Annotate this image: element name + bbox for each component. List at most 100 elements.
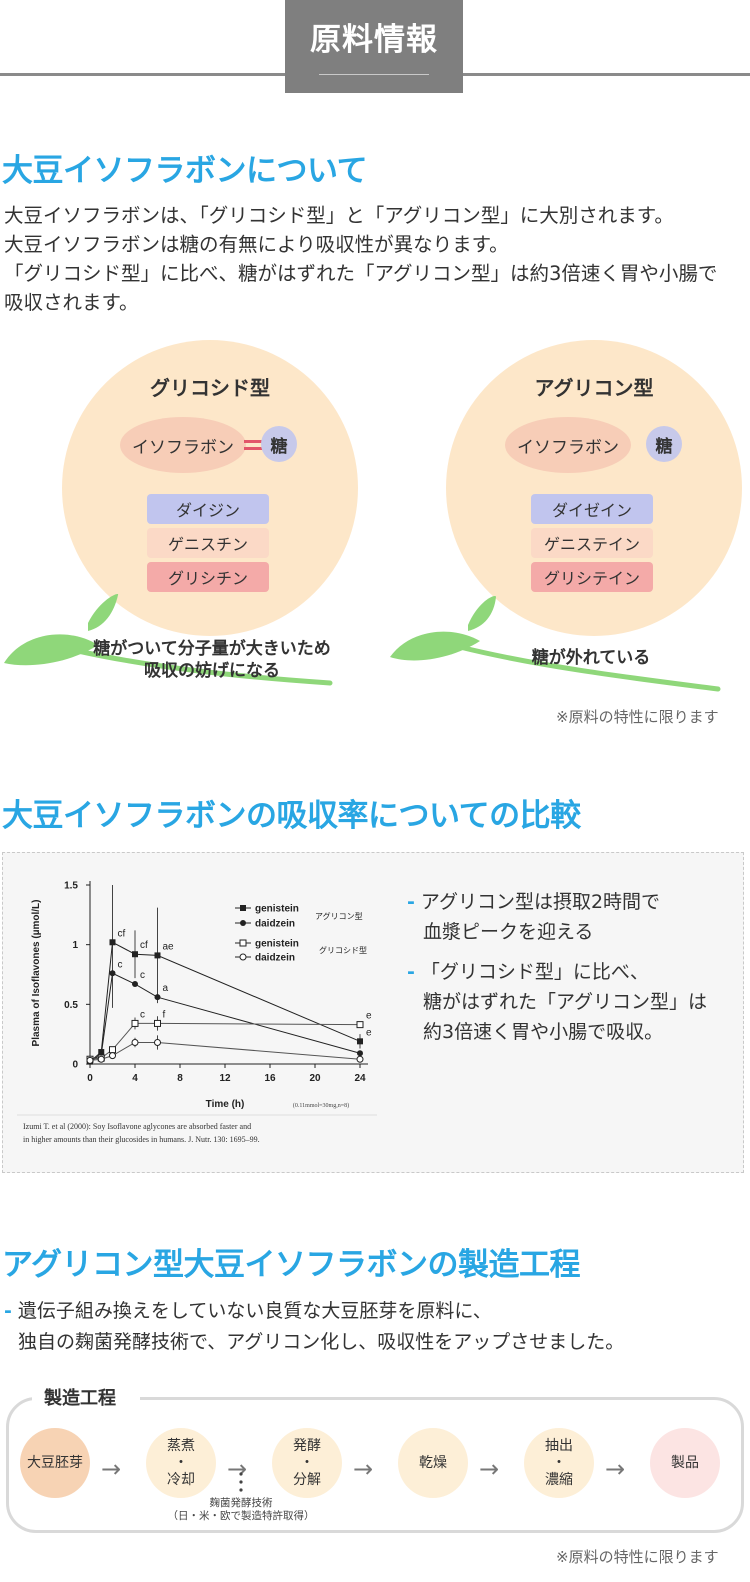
chart-xlabel: Time (h): [206, 1099, 245, 1110]
chart-point: [154, 994, 161, 1001]
process-step-1-line-1: 大豆胚芽: [27, 1454, 83, 1471]
glycoside-sprout-stem: [75, 648, 333, 686]
process-step-2-line-2: ・: [174, 1454, 188, 1471]
process-step-5: 抽出 ・ 濃縮: [524, 1428, 594, 1498]
glycoside-sprout-leaf-left: [4, 634, 98, 666]
koji-note-line-2: （日・米・欧で製造特許取得）: [167, 1510, 315, 1522]
glycoside-sprout-leaf-right: [88, 594, 119, 631]
chart-legend-label: genistein: [255, 939, 299, 950]
aglycone-isoflavone-label: イソフラボン: [517, 437, 619, 458]
aglycone-sugar-circle: 糖: [646, 426, 682, 462]
chart-point: [97, 1055, 105, 1063]
koji-dots-connector: [239, 1472, 243, 1492]
aglycone-sprout-stem: [457, 644, 721, 692]
process-step-5-line-3: 濃縮: [545, 1471, 573, 1488]
process-step-6: 製品: [650, 1428, 720, 1498]
chart-legend-group-glycoside: グリコシド型: [319, 945, 367, 955]
section-title-process: アグリコン型大豆イソフラボンの製造工程: [2, 1247, 580, 1283]
chart-x-tick-label: 0: [87, 1073, 93, 1084]
process-step-3: 発酵 ・ 分解: [272, 1428, 342, 1498]
chart-annotation: c: [118, 959, 123, 970]
process-step-5-line-2: ・: [552, 1454, 566, 1471]
process-label: 製造工程: [44, 1388, 116, 1409]
chart-y-tick-label: 0.5: [64, 1000, 78, 1011]
chart-series-line: [89, 1042, 361, 1061]
chart-y-tick-label: 0: [72, 1060, 78, 1071]
chart-x-tick-label: 12: [219, 1073, 231, 1084]
chart-point: [356, 1021, 364, 1029]
chart-y-tick-label: 1: [72, 940, 78, 951]
process-desc-line-2: 独自の麹菌発酵技術で、アグリコン化し、吸収性をアップさせました。: [18, 1331, 625, 1353]
process-step-1: 大豆胚芽: [20, 1428, 90, 1498]
chart-point: [154, 1019, 161, 1027]
glycoside-title: グリコシド型: [150, 376, 270, 400]
chart-x-tick-label: 24: [354, 1073, 366, 1084]
chart-x-tick-label: 8: [177, 1073, 183, 1084]
intro-line-3: 「グリコシド型」に比べ、糖がはずれた「アグリコン型」は約3倍速く胃や小腸で: [4, 262, 718, 285]
graph-bullet-2-line-2: 糖がはずれた「アグリコン型」は: [423, 991, 708, 1013]
chart-legend-marker: [240, 920, 246, 926]
process-step-3-line-3: 分解: [293, 1471, 321, 1488]
chart-point: [109, 970, 116, 977]
glycoside-sugar-label: 糖: [270, 436, 288, 457]
aglycone-sugar-label: 糖: [655, 436, 673, 457]
chart-ylabel: Plasma of Isoflavones (µmol/L): [31, 900, 42, 1047]
glycoside-bond-lower: [244, 447, 264, 450]
chart-annotation: f: [163, 1009, 166, 1020]
note-material-1: ※原料の特性に限ります: [556, 708, 719, 726]
chart-legend-marker: [239, 953, 247, 961]
aglycone-isoflavone-pill: イソフラボン: [505, 417, 631, 473]
arrow-right-icon: →: [605, 1455, 626, 1483]
chart-point: [356, 1055, 364, 1063]
process-step-4-line-1: 乾燥: [419, 1454, 447, 1471]
graph-bullet-1-line-2: 血漿ピークを迎える: [423, 921, 594, 943]
chart-x-note: (0.11mmol=30mg,n=8): [293, 1102, 349, 1109]
glycoside-caption-line-2: 吸収の妨げになる: [144, 661, 280, 681]
chart-point: [357, 1038, 363, 1045]
page-title: 原料情報: [310, 22, 438, 58]
glycoside-item-daidzin: ダイジン: [147, 494, 269, 524]
chart-x-tick-label: 20: [309, 1073, 321, 1084]
process-step-5-line-1: 抽出: [545, 1437, 573, 1454]
glycoside-item-genistin: ゲニスチン: [147, 528, 269, 558]
chart-point: [109, 939, 116, 946]
section-title-absorption: 大豆イソフラボンの吸収率についての比較: [2, 798, 581, 834]
chart-legend-marker: [239, 939, 247, 947]
aglycone-sprout-leaf-left: [390, 631, 480, 661]
process-frame: [6, 1397, 744, 1533]
aglycone-title: アグリコン型: [534, 376, 654, 400]
bullet-dash: -: [407, 961, 415, 983]
process-step-3-line-1: 発酵: [293, 1437, 321, 1454]
chart-y-tick-label: 1.5: [64, 881, 78, 892]
chart-point: [86, 1056, 94, 1064]
glycoside-sugar-circle: 糖: [261, 426, 297, 462]
chart-legend-label: genistein: [255, 904, 299, 915]
graph-bullet-2-line-3: 約3倍速く胃や小腸で吸収。: [423, 1021, 664, 1043]
koji-note-line-1: 麹菌発酵技術: [209, 1497, 273, 1509]
aglycone-sprout-leaf-right: [468, 596, 496, 631]
graph-bullet-2-line-1: 「グリコシド型」に比べ、: [420, 961, 649, 983]
chart-annotation: a: [163, 983, 169, 994]
chart-point: [154, 1039, 161, 1047]
bullet-dash: -: [407, 891, 415, 913]
chart-legend-marker: [240, 905, 246, 911]
process-step-4: 乾燥: [398, 1428, 468, 1498]
chart-point: [131, 1039, 139, 1047]
aglycone-item-genistein: ゲニステイン: [531, 528, 653, 558]
glycoside-bond-upper: [244, 440, 264, 443]
glycoside-isoflavone-pill: イソフラボン: [120, 417, 246, 473]
glycoside-isoflavone-label: イソフラボン: [132, 437, 234, 458]
process-step-3-line-2: ・: [300, 1454, 314, 1471]
glycoside-item-glycitin: グリシチン: [147, 562, 269, 592]
aglycone-caption: 糖が外れている: [531, 648, 651, 668]
chart-annotation: ae: [163, 941, 175, 952]
header-tab: 原料情報: [285, 0, 463, 93]
chart-citation-line-2: in higher amounts than their glucosides …: [23, 1135, 260, 1144]
graph-bullet-1-line-1: アグリコン型は摂取2時間で: [420, 891, 661, 913]
chart-point: [109, 1052, 116, 1060]
chart-x-tick-label: 16: [264, 1073, 276, 1084]
chart-annotation: e: [366, 1027, 372, 1038]
bullet-dash: -: [4, 1300, 12, 1322]
chart-annotation: c: [140, 970, 145, 981]
process-label-bg: [32, 1381, 140, 1411]
